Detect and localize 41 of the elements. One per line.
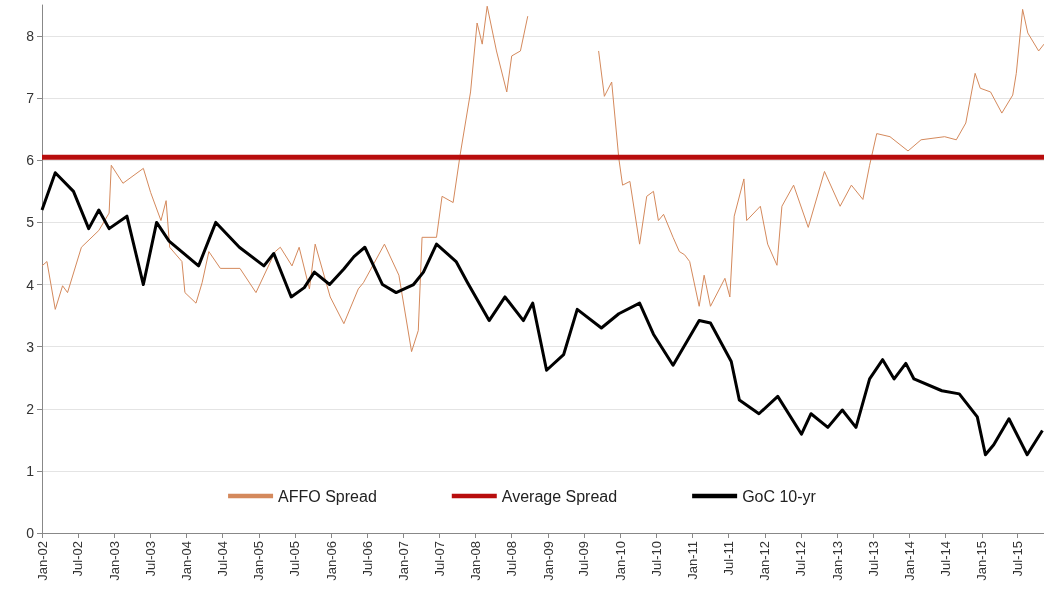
x-tick-label: Jan-08	[468, 541, 484, 581]
x-tick-label: Jan-13	[829, 541, 845, 581]
x-tick-label: Jul-10	[648, 541, 664, 577]
y-tick-label: 3	[26, 338, 35, 355]
x-tick-label: Jul-08	[504, 541, 520, 577]
y-tick-label: 8	[26, 28, 35, 45]
x-tick-label: Jul-12	[793, 541, 809, 577]
x-tick-label: Jan-02	[34, 541, 50, 581]
x-tick-label: Jan-06	[323, 541, 339, 581]
x-tick-label: Jan-10	[612, 541, 628, 581]
x-tick-label: Jan-09	[540, 541, 556, 581]
x-tick-label: Jan-07	[395, 541, 411, 581]
x-tick-label: Jan-03	[106, 541, 122, 581]
x-tick-label: Jan-11	[685, 541, 701, 580]
x-tick-label: Jan-12	[757, 541, 773, 581]
legend-label: AFFO Spread	[278, 487, 377, 505]
x-tick-label: Jul-03	[142, 541, 158, 577]
x-tick-label: Jul-09	[576, 541, 592, 577]
x-tick-label: Jul-14	[937, 541, 953, 577]
y-tick-label: 2	[26, 400, 35, 417]
x-tick-label: Jan-04	[179, 541, 194, 581]
y-tick-label: 0	[26, 525, 35, 541]
x-tick-label: Jul-04	[215, 541, 231, 577]
x-tick-label: Jan-14	[902, 541, 918, 581]
legend-label: GoC 10-yr	[742, 487, 817, 505]
y-tick-label: 6	[26, 152, 35, 169]
x-tick-label: Jul-02	[70, 541, 86, 577]
y-tick-label: 7	[26, 90, 35, 107]
line-series	[40, 171, 1044, 457]
x-tick-label: Jul-11	[720, 541, 736, 576]
y-tick-label: 5	[26, 214, 35, 231]
x-tick-label: Jul-15	[1010, 541, 1026, 577]
y-tick-label: 1	[26, 462, 35, 479]
y-tick-label: 4	[26, 276, 35, 293]
x-tick-label: Jul-05	[287, 541, 303, 577]
x-tick-label: Jul-13	[865, 541, 881, 577]
x-tick-label: Jul-06	[359, 541, 375, 577]
x-tick-label: Jan-15	[974, 541, 990, 581]
x-tick-label: Jul-07	[431, 541, 447, 577]
legend-label: Average Spread	[501, 487, 618, 505]
x-tick-label: Jan-05	[251, 541, 267, 581]
